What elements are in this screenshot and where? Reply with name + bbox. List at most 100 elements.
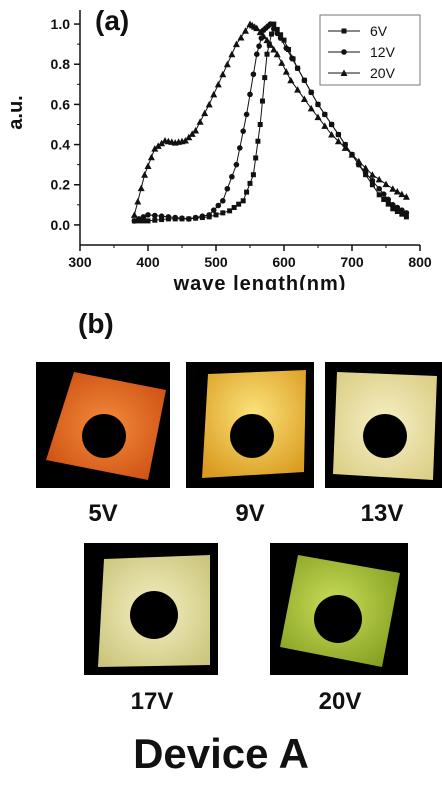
legend-marker-12V (341, 49, 347, 55)
y-tick-label: 0.6 (51, 96, 71, 112)
data-point-12V (165, 214, 172, 220)
data-point-20V (188, 130, 196, 137)
panel-b-label: (b) (78, 308, 114, 339)
data-point-6V (159, 217, 165, 223)
data-point-6V (231, 205, 237, 211)
photo-17v (84, 543, 218, 675)
data-point-6V (140, 218, 146, 224)
data-point-20V (328, 131, 336, 138)
data-point-12V (247, 91, 253, 98)
data-point-12V (376, 185, 383, 192)
data-point-6V (250, 172, 256, 178)
data-point-20V (368, 171, 376, 178)
data-point-12V (220, 198, 226, 204)
data-point-12V (140, 214, 147, 220)
data-point-20V (341, 144, 349, 151)
data-point-20V (307, 104, 315, 112)
data-point-12V (283, 45, 290, 51)
caption-5v: 5V (88, 500, 118, 527)
data-point-6V (220, 210, 226, 216)
data-point-20V (393, 187, 401, 195)
data-point-12V (335, 131, 342, 138)
data-point-20V (232, 40, 240, 48)
data-point-20V (266, 41, 274, 48)
data-point-20V (201, 109, 209, 117)
data-point-20V (210, 90, 218, 98)
data-point-12V (394, 204, 401, 211)
data-point-12V (229, 173, 235, 180)
data-point-20V (355, 157, 363, 165)
data-point-6V (403, 214, 409, 220)
data-point-20V (256, 28, 264, 36)
legend-marker-20V (340, 69, 348, 76)
data-point-6V (247, 180, 253, 186)
data-point-12V (294, 65, 301, 72)
data-point-20V (147, 153, 155, 161)
data-point-12V (206, 212, 212, 218)
data-point-20V (314, 113, 322, 121)
data-point-12V (186, 216, 192, 222)
data-point-12V (215, 202, 222, 209)
emission-square-image (46, 372, 166, 480)
legend-label: 6V (370, 23, 388, 39)
data-point-20V (398, 190, 406, 198)
data-point-6V (236, 201, 242, 207)
data-point-12V (403, 210, 410, 216)
data-point-20V (141, 171, 149, 178)
data-point-12V (385, 196, 392, 203)
data-point-12V (301, 77, 308, 84)
x-tick-label: 500 (204, 254, 228, 270)
data-point-6V (390, 206, 396, 212)
data-point-6V (152, 217, 158, 223)
data-point-6V (227, 208, 233, 214)
data-point-12V (315, 101, 321, 108)
x-axis-label: wave length(nm) (173, 273, 347, 290)
data-point-6V (381, 196, 387, 202)
data-point-20V (334, 137, 342, 145)
data-point-20V (273, 50, 281, 58)
data-point-6V (213, 212, 219, 218)
data-point-20V (214, 80, 222, 88)
caption-20v: 20V (318, 688, 362, 715)
emission-square-image (280, 555, 400, 667)
data-point-12V (274, 30, 281, 37)
data-point-12V (192, 214, 199, 221)
data-point-20V (241, 27, 249, 34)
data-point-6V (369, 182, 375, 188)
data-point-12V (322, 111, 328, 118)
data-point-6V (278, 32, 284, 38)
data-point-20V (321, 122, 329, 129)
data-point-20V (154, 142, 162, 149)
data-point-6V (262, 75, 268, 81)
x-tick-label: 800 (408, 254, 432, 270)
data-point-6V (394, 209, 400, 215)
data-point-12V (271, 25, 277, 32)
legend-marker-6V (341, 28, 347, 34)
data-point-12V (237, 145, 243, 151)
data-point-20V (253, 24, 261, 32)
data-point-12V (289, 55, 295, 62)
caption-9v: 9V (235, 500, 265, 527)
data-point-6V (264, 51, 270, 57)
legend-label: 20V (370, 65, 396, 81)
data-point-20V (192, 127, 200, 134)
emission-square-image (333, 372, 437, 480)
caption-17v: 17V (130, 688, 174, 715)
data-point-6V (255, 138, 261, 144)
data-point-20V (205, 100, 213, 108)
y-tick-label: 0.8 (51, 56, 71, 72)
data-point-12V (328, 121, 335, 128)
data-point-12V (253, 51, 260, 57)
y-tick-label: 0.0 (51, 217, 71, 233)
y-tick-label: 0.4 (51, 137, 71, 153)
data-point-6V (244, 189, 250, 195)
data-point-12V (210, 207, 217, 213)
x-tick-label: 400 (136, 254, 160, 270)
data-point-12V (380, 191, 387, 197)
data-point-6V (253, 155, 259, 161)
data-point-20V (282, 68, 290, 75)
data-point-12V (233, 161, 240, 168)
data-point-20V (402, 193, 410, 200)
data-point-20V (158, 139, 166, 147)
data-point-20V (181, 137, 189, 144)
